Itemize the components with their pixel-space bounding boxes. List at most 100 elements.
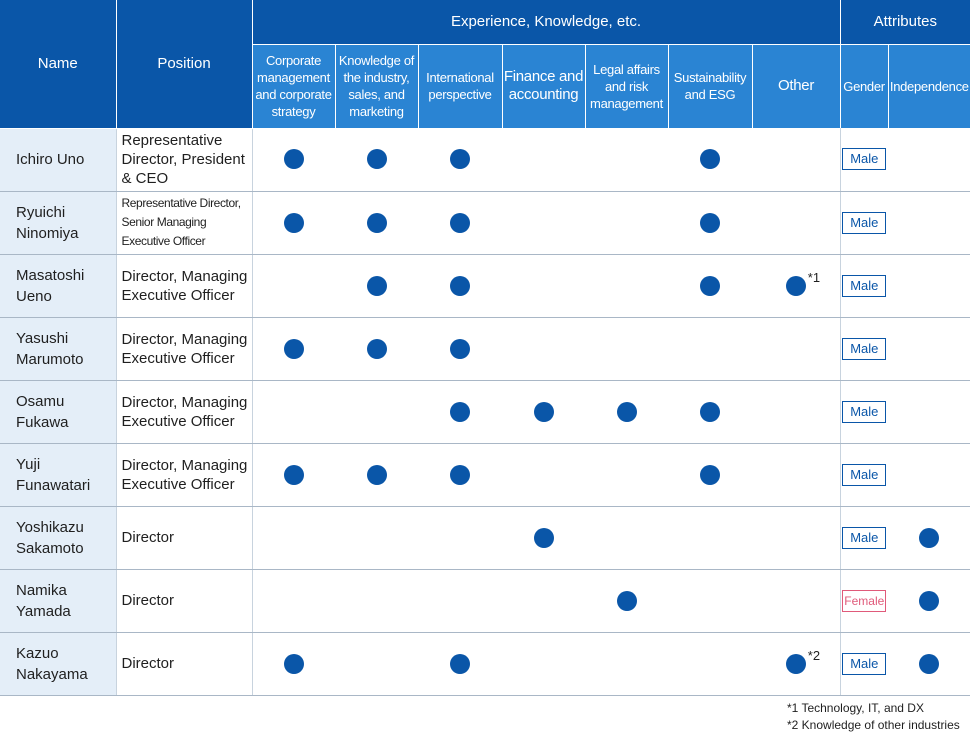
table-row: Ryuichi Ninomiya Representative Director, … <box>0 191 970 255</box>
skill-mark <box>450 338 470 359</box>
independence-cell <box>888 317 970 381</box>
skill-cell <box>418 632 502 696</box>
skill-cell <box>418 506 502 570</box>
skill-cell <box>668 191 752 255</box>
filled-circle-icon <box>450 464 470 485</box>
filled-circle-icon <box>283 464 304 485</box>
director-rows: Ichiro Uno Representative Director, Presi… <box>0 128 970 696</box>
skill-mark <box>366 212 387 233</box>
header-independence: Independence <box>888 44 970 128</box>
independence-cell <box>888 380 970 444</box>
skill-cell <box>251 128 335 192</box>
skill-cell <box>335 191 418 255</box>
skill-cell <box>418 254 502 318</box>
filled-circle-icon <box>785 653 806 674</box>
table-row: Osamu Fukawa Director, Managing Executive … <box>0 380 970 444</box>
skill-mark <box>700 464 720 485</box>
skill-cell <box>251 443 335 507</box>
skill-cell <box>418 128 502 192</box>
filled-circle-icon <box>450 149 470 170</box>
independence-cell <box>888 191 970 255</box>
skill-mark <box>283 149 304 170</box>
filled-circle-icon <box>785 275 806 296</box>
gender-cell: Male <box>839 128 889 192</box>
header-sustainability: Sustainability and ESG <box>668 44 753 128</box>
gender-cell: Male <box>839 254 889 318</box>
skill-mark <box>700 275 720 296</box>
skill-cell <box>668 254 752 318</box>
skill-cell <box>668 380 752 444</box>
filled-circle-icon <box>366 212 387 233</box>
skill-cell <box>752 128 841 192</box>
skill-cell <box>752 380 841 444</box>
filled-circle-icon <box>283 338 304 359</box>
gender-badge: Male <box>842 148 887 171</box>
header-gender: Gender <box>840 44 889 128</box>
header-industry-knowledge: Knowledge of the industry, sales, and ma… <box>335 44 419 128</box>
director-name-line-1: Yuji <box>16 455 41 473</box>
skill-cell <box>752 506 841 570</box>
skill-cell <box>668 632 752 696</box>
skill-cell <box>335 506 418 570</box>
gender-badge: Male <box>842 400 887 423</box>
skill-mark <box>366 338 387 359</box>
skill-cell <box>335 128 418 192</box>
filled-circle-icon <box>366 275 387 296</box>
skill-mark <box>450 212 470 233</box>
gender-cell: Male <box>839 191 889 255</box>
skill-mark <box>283 653 304 674</box>
skill-mark <box>366 464 387 485</box>
director-name-line-2: Ueno <box>16 287 52 305</box>
director-position: Director, Managing Executive Officer <box>115 443 252 507</box>
skill-mark <box>366 149 387 170</box>
skill-cell <box>502 191 585 255</box>
independence-cell <box>888 569 970 633</box>
skill-mark <box>450 464 470 485</box>
header-international: International perspective <box>418 44 503 128</box>
skill-cell <box>418 443 502 507</box>
footnote-2: *2 Knowledge of other industries <box>787 718 960 732</box>
director-name: Masatoshi Ueno <box>0 254 116 318</box>
director-position: Representative Director, President & CEO <box>115 128 252 192</box>
skill-mark <box>533 401 554 422</box>
filled-circle-icon <box>700 401 720 422</box>
filled-circle-icon <box>919 527 940 548</box>
filled-circle-icon <box>450 212 470 233</box>
independence-cell <box>888 443 970 507</box>
director-name-line-2: Fukawa <box>16 413 69 431</box>
filled-circle-icon <box>700 212 720 233</box>
skill-cell <box>502 317 585 381</box>
skill-cell <box>418 569 502 633</box>
skill-cell <box>585 254 668 318</box>
skill-cell <box>502 569 585 633</box>
skill-cell <box>335 380 418 444</box>
independence-cell <box>888 506 970 570</box>
director-name-line-1: Yasushi <box>16 329 69 347</box>
skill-cell <box>251 380 335 444</box>
footnote-reference: *1 <box>807 269 821 285</box>
skill-cell <box>668 506 752 570</box>
director-name: Ichiro Uno <box>0 128 116 192</box>
table-row: Namika Yamada Director Female <box>0 569 970 633</box>
director-name: Yasushi Marumoto <box>0 317 116 381</box>
header-finance: Finance and accounting <box>502 44 586 128</box>
skill-cell <box>502 443 585 507</box>
skill-cell <box>585 128 668 192</box>
filled-circle-icon <box>700 149 720 170</box>
director-name-line-2: Ninomiya <box>16 224 79 242</box>
skill-mark: *1 <box>785 270 820 296</box>
skill-mark <box>450 653 470 674</box>
header-position: Position <box>116 0 253 129</box>
director-name: Namika Yamada <box>0 569 116 633</box>
table-row: Yasushi Marumoto Director, Managing Execut… <box>0 317 970 381</box>
director-name: Yoshikazu Sakamoto <box>0 506 116 570</box>
skill-mark <box>616 590 637 611</box>
skill-cell <box>585 443 668 507</box>
skill-cell <box>418 191 502 255</box>
header-name: Name <box>0 0 117 129</box>
filled-circle-icon <box>450 401 470 422</box>
director-name-line-1: Masatoshi <box>16 266 85 284</box>
director-name-line-1: Osamu <box>16 392 65 410</box>
director-name-line-1: Ichiro Uno <box>16 151 85 168</box>
skill-mark <box>616 401 637 422</box>
